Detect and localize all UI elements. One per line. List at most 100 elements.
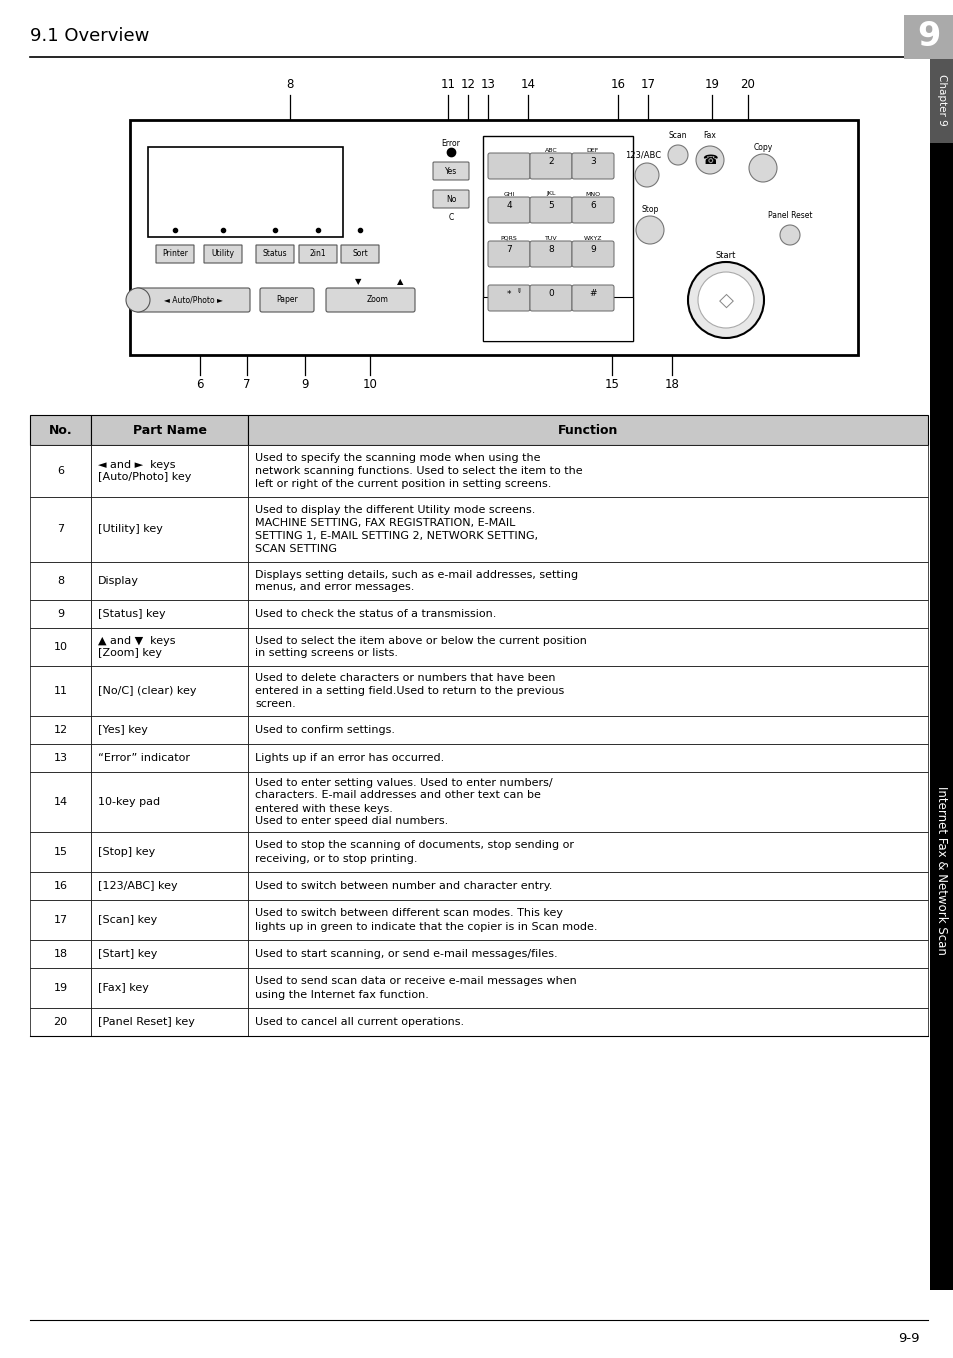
- Circle shape: [635, 163, 659, 187]
- Text: 8: 8: [286, 79, 294, 91]
- Bar: [91, 497, 248, 562]
- Bar: [30, 832, 91, 872]
- Bar: [91, 900, 248, 940]
- Text: 15: 15: [604, 379, 618, 391]
- Text: ABC: ABC: [544, 148, 557, 152]
- Text: Sort: Sort: [352, 250, 368, 258]
- Text: 0: 0: [548, 289, 554, 299]
- FancyBboxPatch shape: [260, 288, 314, 312]
- Text: Used to confirm settings.: Used to confirm settings.: [255, 725, 395, 735]
- FancyBboxPatch shape: [326, 288, 415, 312]
- Text: Fax: Fax: [702, 130, 716, 140]
- FancyBboxPatch shape: [488, 153, 530, 179]
- Text: Printer: Printer: [162, 250, 188, 258]
- Circle shape: [696, 147, 723, 174]
- Text: 7: 7: [57, 524, 64, 535]
- Bar: [91, 1008, 248, 1036]
- Text: 17: 17: [639, 79, 655, 91]
- Bar: [148, 147, 343, 238]
- Text: DEF: DEF: [586, 148, 598, 152]
- Text: No.: No.: [49, 424, 72, 436]
- Circle shape: [698, 272, 753, 329]
- Circle shape: [636, 216, 663, 244]
- Circle shape: [748, 153, 776, 182]
- Text: [123/ABC] key: [123/ABC] key: [98, 881, 177, 891]
- Text: ◄ Auto/Photo ►: ◄ Auto/Photo ►: [163, 296, 222, 304]
- Text: 20: 20: [53, 1017, 68, 1027]
- Text: Used to cancel all current operations.: Used to cancel all current operations.: [255, 1017, 464, 1027]
- Bar: [30, 665, 91, 716]
- Text: 19: 19: [53, 983, 68, 993]
- Bar: [248, 872, 927, 900]
- FancyBboxPatch shape: [572, 153, 614, 179]
- Bar: [30, 771, 91, 832]
- Bar: [91, 940, 248, 968]
- FancyBboxPatch shape: [156, 244, 193, 263]
- Bar: [248, 940, 927, 968]
- Text: SCAN SETTING: SCAN SETTING: [255, 545, 336, 554]
- Bar: [130, 120, 857, 354]
- Text: 2in1: 2in1: [310, 250, 326, 258]
- Text: Error: Error: [441, 140, 460, 148]
- Bar: [30, 497, 91, 562]
- Circle shape: [687, 262, 763, 338]
- Text: 13: 13: [53, 752, 68, 763]
- Bar: [482, 136, 633, 341]
- Text: PQRS: PQRS: [500, 235, 517, 240]
- Text: 11: 11: [440, 79, 455, 91]
- Text: in setting screens or lists.: in setting screens or lists.: [255, 649, 397, 659]
- Text: 16: 16: [53, 881, 68, 891]
- FancyBboxPatch shape: [488, 197, 530, 223]
- Text: Used to display the different Utility mode screens.: Used to display the different Utility mo…: [255, 505, 535, 515]
- Text: Used to delete characters or numbers that have been: Used to delete characters or numbers tha…: [255, 674, 556, 683]
- Bar: [903, 15, 953, 58]
- Bar: [248, 832, 927, 872]
- FancyBboxPatch shape: [433, 162, 469, 181]
- Text: 6: 6: [590, 201, 596, 210]
- FancyBboxPatch shape: [204, 244, 242, 263]
- Text: 18: 18: [53, 949, 68, 959]
- Text: 5: 5: [548, 201, 554, 210]
- Text: No: No: [445, 194, 456, 204]
- Bar: [91, 600, 248, 627]
- Text: using the Internet fax function.: using the Internet fax function.: [255, 990, 429, 999]
- Text: 19: 19: [703, 79, 719, 91]
- Text: 7: 7: [243, 379, 251, 391]
- Bar: [91, 771, 248, 832]
- Text: 8: 8: [548, 246, 554, 254]
- Text: Chapter 9: Chapter 9: [936, 75, 946, 126]
- Text: 6: 6: [196, 379, 204, 391]
- Text: TUV: TUV: [544, 235, 557, 240]
- Text: C: C: [448, 213, 453, 223]
- Text: *: *: [506, 289, 511, 299]
- Text: Part Name: Part Name: [132, 424, 207, 436]
- FancyBboxPatch shape: [572, 285, 614, 311]
- Circle shape: [126, 288, 150, 312]
- Bar: [248, 1008, 927, 1036]
- Text: Lights up if an error has occurred.: Lights up if an error has occurred.: [255, 752, 444, 763]
- Text: network scanning functions. Used to select the item to the: network scanning functions. Used to sele…: [255, 466, 582, 477]
- Text: screen.: screen.: [255, 699, 295, 709]
- Circle shape: [667, 145, 687, 166]
- Text: Status: Status: [262, 250, 287, 258]
- Text: lights up in green to indicate that the copier is in Scan mode.: lights up in green to indicate that the …: [255, 922, 598, 932]
- Text: JKL: JKL: [546, 191, 556, 197]
- Text: Utility: Utility: [212, 250, 234, 258]
- Bar: [91, 627, 248, 665]
- Text: [Zoom] key: [Zoom] key: [98, 649, 162, 659]
- FancyBboxPatch shape: [572, 197, 614, 223]
- FancyBboxPatch shape: [340, 244, 378, 263]
- Text: Start: Start: [715, 250, 736, 259]
- Bar: [248, 771, 927, 832]
- Bar: [91, 832, 248, 872]
- FancyBboxPatch shape: [530, 153, 572, 179]
- Text: 13: 13: [480, 79, 495, 91]
- Text: 14: 14: [520, 79, 535, 91]
- Text: Copy: Copy: [753, 144, 772, 152]
- Text: left or right of the current position in setting screens.: left or right of the current position in…: [255, 479, 551, 489]
- Bar: [929, 143, 953, 1290]
- Bar: [248, 600, 927, 627]
- Text: ▲: ▲: [396, 277, 403, 287]
- Text: Used to send scan data or receive e-mail messages when: Used to send scan data or receive e-mail…: [255, 976, 577, 986]
- Text: 9.1 Overview: 9.1 Overview: [30, 27, 150, 45]
